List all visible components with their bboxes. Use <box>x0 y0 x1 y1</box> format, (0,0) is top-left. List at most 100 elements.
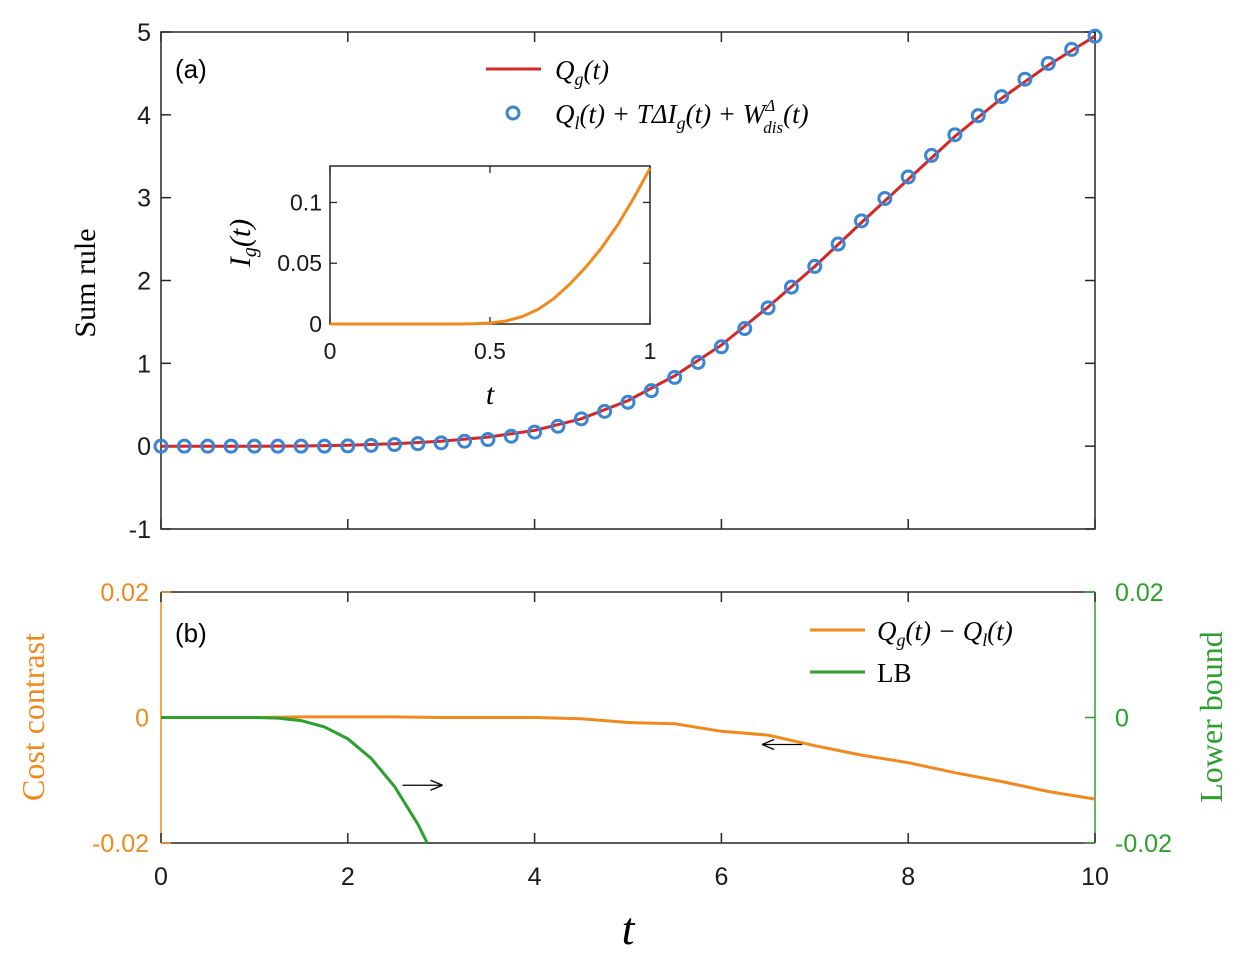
sum-rule-marker <box>620 394 636 410</box>
panel-a: -1 0 1 2 3 4 5 Sum rule (a) Qg(t) Ql(t) + TΔIg… <box>69 19 1103 544</box>
sum-rule-marker <box>1064 41 1080 57</box>
sum-rule-marker <box>783 279 799 295</box>
panel-a-label: (a) <box>175 54 207 84</box>
inset-y-tick-label: 0.1 <box>290 189 322 215</box>
sum-rule-marker <box>643 383 659 399</box>
sum-rule-marker <box>176 438 192 454</box>
panel-b-x-tick-label: 2 <box>341 863 355 891</box>
inset-x-axis-label: t <box>486 378 495 411</box>
panel-b-legend: Qg(t) − Ql(t) LB <box>810 616 1013 688</box>
inset-ticks: 0 0.5 1 0 0.05 0.1 <box>277 166 656 364</box>
sum-rule-marker <box>947 127 963 143</box>
panel-a-y-tick-label: 5 <box>137 19 151 47</box>
inset-axes-box <box>329 165 651 325</box>
inset-x-tick-label: 0 <box>324 338 337 364</box>
lower-bound-line <box>161 716 429 844</box>
sum-rule-marker <box>994 89 1010 105</box>
sum-rule-marker <box>760 300 776 316</box>
sum-rule-marker <box>503 428 519 444</box>
panel-a-series <box>153 28 1103 454</box>
sum-rule-marker <box>830 236 846 252</box>
panel-b-x-tick-label: 10 <box>1081 863 1109 891</box>
sum-rule-marker <box>877 190 893 206</box>
sum-rule-marker <box>1087 28 1103 44</box>
panel-b-x-tick-label: 4 <box>528 863 542 891</box>
panel-b-right-y-tick-label: 0 <box>1115 705 1129 733</box>
sum-rule-marker <box>900 169 916 185</box>
sum-rule-marker <box>363 437 379 453</box>
legend-label-lb: LB <box>877 658 912 688</box>
sum-rule-marker <box>597 403 613 419</box>
panel-a-y-tick-label: 3 <box>137 185 151 213</box>
panel-b-right-y-ticks: -0.02 0 0.02 <box>1085 579 1172 858</box>
legend-label-qg: Qg(t) <box>555 55 609 89</box>
sum-rule-marker <box>737 321 753 337</box>
annotation-arrow-head <box>761 738 775 751</box>
panel-a-y-tick-label: 4 <box>137 102 151 130</box>
panel-b-x-tick-label: 8 <box>901 863 915 891</box>
panel-b-x-axis-label: t <box>622 903 636 954</box>
cost-contrast-line <box>161 715 1096 801</box>
panel-b-x-ticks: 0 2 4 6 8 10 <box>154 592 1109 891</box>
panel-b-x-tick-label: 0 <box>154 863 168 891</box>
panel-b-annotations <box>402 738 803 791</box>
sum-rule-marker <box>854 213 869 229</box>
sum-rule-marker <box>573 411 589 427</box>
inset-ig-curve <box>330 167 652 326</box>
sum-rule-marker <box>480 432 496 448</box>
sum-rule-marker <box>970 108 986 124</box>
sum-rule-marker <box>340 438 356 454</box>
panel-b-label: (b) <box>175 618 207 648</box>
sum-rule-marker <box>1017 71 1033 87</box>
sum-rule-marker <box>410 436 426 452</box>
inset-x-tick-label: 0.5 <box>474 338 506 364</box>
sum-rule-marker <box>667 369 683 385</box>
legend-label-cost-contrast: Qg(t) − Ql(t) <box>877 616 1013 650</box>
sum-rule-marker <box>550 418 566 434</box>
sum-rule-marker <box>270 438 286 454</box>
sum-rule-marker <box>924 147 940 163</box>
inset-y-tick-label: 0.05 <box>277 250 322 276</box>
panel-b-left-y-tick-label: -0.02 <box>92 830 149 858</box>
inset-x-tick-label: 1 <box>644 338 657 364</box>
sum-rule-marker <box>316 438 332 454</box>
panel-b-right-y-axis-label: Lower bound <box>1193 631 1229 803</box>
sum-rule-marker <box>246 438 262 454</box>
panel-a-y-tick-label: 1 <box>137 350 151 378</box>
inset-y-axis-label: Ig(t) <box>224 219 261 268</box>
panel-a-y-tick-label: 0 <box>137 433 151 461</box>
legend-label-sum: Ql(t) + TΔIg(t) + WΔ dis(t) <box>555 96 809 137</box>
panel-a-y-axis-label: Sum rule <box>69 228 102 337</box>
panel-b-left-y-ticks: -0.02 0 0.02 <box>92 579 171 858</box>
panel-a-y-tick-label: -1 <box>129 516 151 544</box>
annotation-arrow-head <box>430 779 443 791</box>
panel-b-right-y-tick-label: -0.02 <box>1115 830 1172 858</box>
sum-rule-marker <box>690 355 706 371</box>
sum-rule-marker <box>713 339 729 355</box>
sum-rule-marker <box>293 438 309 454</box>
panel-a-y-tick-label: 2 <box>137 268 151 296</box>
legend-swatch-sum-marker <box>505 105 521 121</box>
inset-y-tick-label: 0 <box>309 311 322 337</box>
sum-rule-marker <box>457 433 473 449</box>
panel-a-inset: 0 0.5 1 0 0.05 0.1 t Ig(t) <box>224 165 656 411</box>
sum-rule-marker <box>200 438 216 454</box>
sum-rule-marker <box>527 424 543 440</box>
qg-line <box>161 34 1096 448</box>
panel-b-series <box>161 715 1096 844</box>
panel-a-x-ticks <box>160 32 1096 529</box>
sum-rule-marker <box>433 435 449 451</box>
sum-rule-marker <box>153 438 169 454</box>
panel-b-left-y-tick-label: 0.02 <box>100 579 149 607</box>
sum-rule-marker <box>387 437 402 453</box>
sum-rule-marker <box>223 438 239 454</box>
sum-rule-marker <box>1040 55 1056 71</box>
panel-b-right-y-tick-label: 0.02 <box>1115 579 1164 607</box>
sum-rule-marker <box>807 258 823 274</box>
panel-b-left-y-axis-label: Cost contrast <box>15 633 51 801</box>
panel-a-legend: Qg(t) Ql(t) + TΔIg(t) + WΔ dis(t) <box>486 55 809 137</box>
panel-b-x-tick-label: 6 <box>714 863 728 891</box>
panel-b-left-y-tick-label: 0 <box>135 705 149 733</box>
